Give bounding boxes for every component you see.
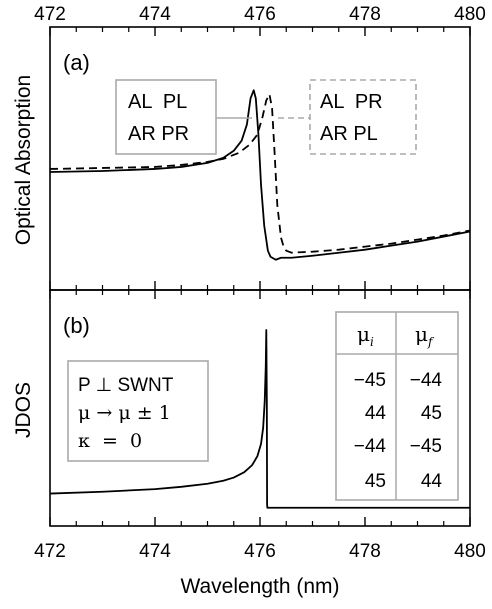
top-tick-label-472: 472 <box>34 4 66 25</box>
y-axis-label-b: JDOS <box>12 382 35 438</box>
legend-solid-line2: AR PR <box>128 123 189 145</box>
annotation-line3: κ = 0 <box>78 430 142 452</box>
table-cell-r1-c0: 44 <box>365 403 387 424</box>
table-cell-r1-c1: 45 <box>421 403 442 424</box>
legend-solid-box <box>115 79 217 155</box>
bottom-tick-labels: 472 474 476 478 480 <box>34 541 486 562</box>
table-header-mu-f-symbol: μ <box>415 322 428 346</box>
annotation-box: P ⊥ SWNT μ → μ ± 1 κ = 0 <box>67 360 209 462</box>
legend-dashed-line2: AR PL <box>320 123 378 145</box>
table-cell-r2-c0: −44 <box>354 436 387 457</box>
panel-label-b: (b) <box>63 313 90 338</box>
top-tick-label-474: 474 <box>139 4 171 25</box>
table-header-mu-i: μi <box>357 322 374 349</box>
legend-solid: AL PL AR PR <box>115 79 252 155</box>
bottom-tick-label-476: 476 <box>244 541 276 562</box>
legend-dashed-box <box>309 79 417 155</box>
table-cell-r2-c1: −45 <box>410 436 442 457</box>
top-tick-label-478: 478 <box>349 4 381 25</box>
legend-dashed: AL PR AR PL <box>278 79 417 155</box>
top-tick-label-480: 480 <box>454 4 486 25</box>
panel-b-series <box>49 329 470 509</box>
y-axis-label-a: Optical Absorption <box>12 75 35 245</box>
panel-a-series-dashed-line <box>49 93 471 254</box>
panel-label-a: (a) <box>63 50 90 75</box>
table-cell-r0-c0: −45 <box>354 370 386 391</box>
top-tick-labels: 472 474 476 478 480 <box>34 4 486 25</box>
table-header-mu-i-symbol: μ <box>357 322 370 346</box>
table-header-mu-f: μf <box>415 322 435 349</box>
table-header-mu-i-sub: i <box>370 335 374 349</box>
panel-a-series <box>49 89 471 261</box>
bottom-tick-label-472: 472 <box>34 541 66 562</box>
table-cell-r0-c1: −44 <box>410 370 443 391</box>
table-cell-r3-c1: 44 <box>421 471 443 492</box>
bottom-tick-label-474: 474 <box>139 541 171 562</box>
bottom-tick-label-478: 478 <box>349 541 381 562</box>
top-tick-label-476: 476 <box>244 4 276 25</box>
bottom-tick-label-480: 480 <box>454 541 486 562</box>
table-frame <box>335 311 459 501</box>
legend-dashed-line1: AL PR <box>320 91 383 113</box>
table-cell-r3-c0: 45 <box>365 471 386 492</box>
annotation-line1: P ⊥ SWNT <box>78 375 174 396</box>
tick-marks <box>49 27 471 526</box>
mu-table: μi μf −45 −44 44 45 −44 −45 45 44 <box>335 311 459 501</box>
annotation-frame <box>67 360 209 462</box>
annotation-line2: μ → μ ± 1 <box>78 402 171 424</box>
x-axis-label: Wavelength (nm) <box>180 575 339 598</box>
legend-solid-line1: AL PL <box>128 91 187 113</box>
table-header-mu-f-sub: f <box>427 335 435 349</box>
panel-b-series-solid-line <box>49 329 470 509</box>
